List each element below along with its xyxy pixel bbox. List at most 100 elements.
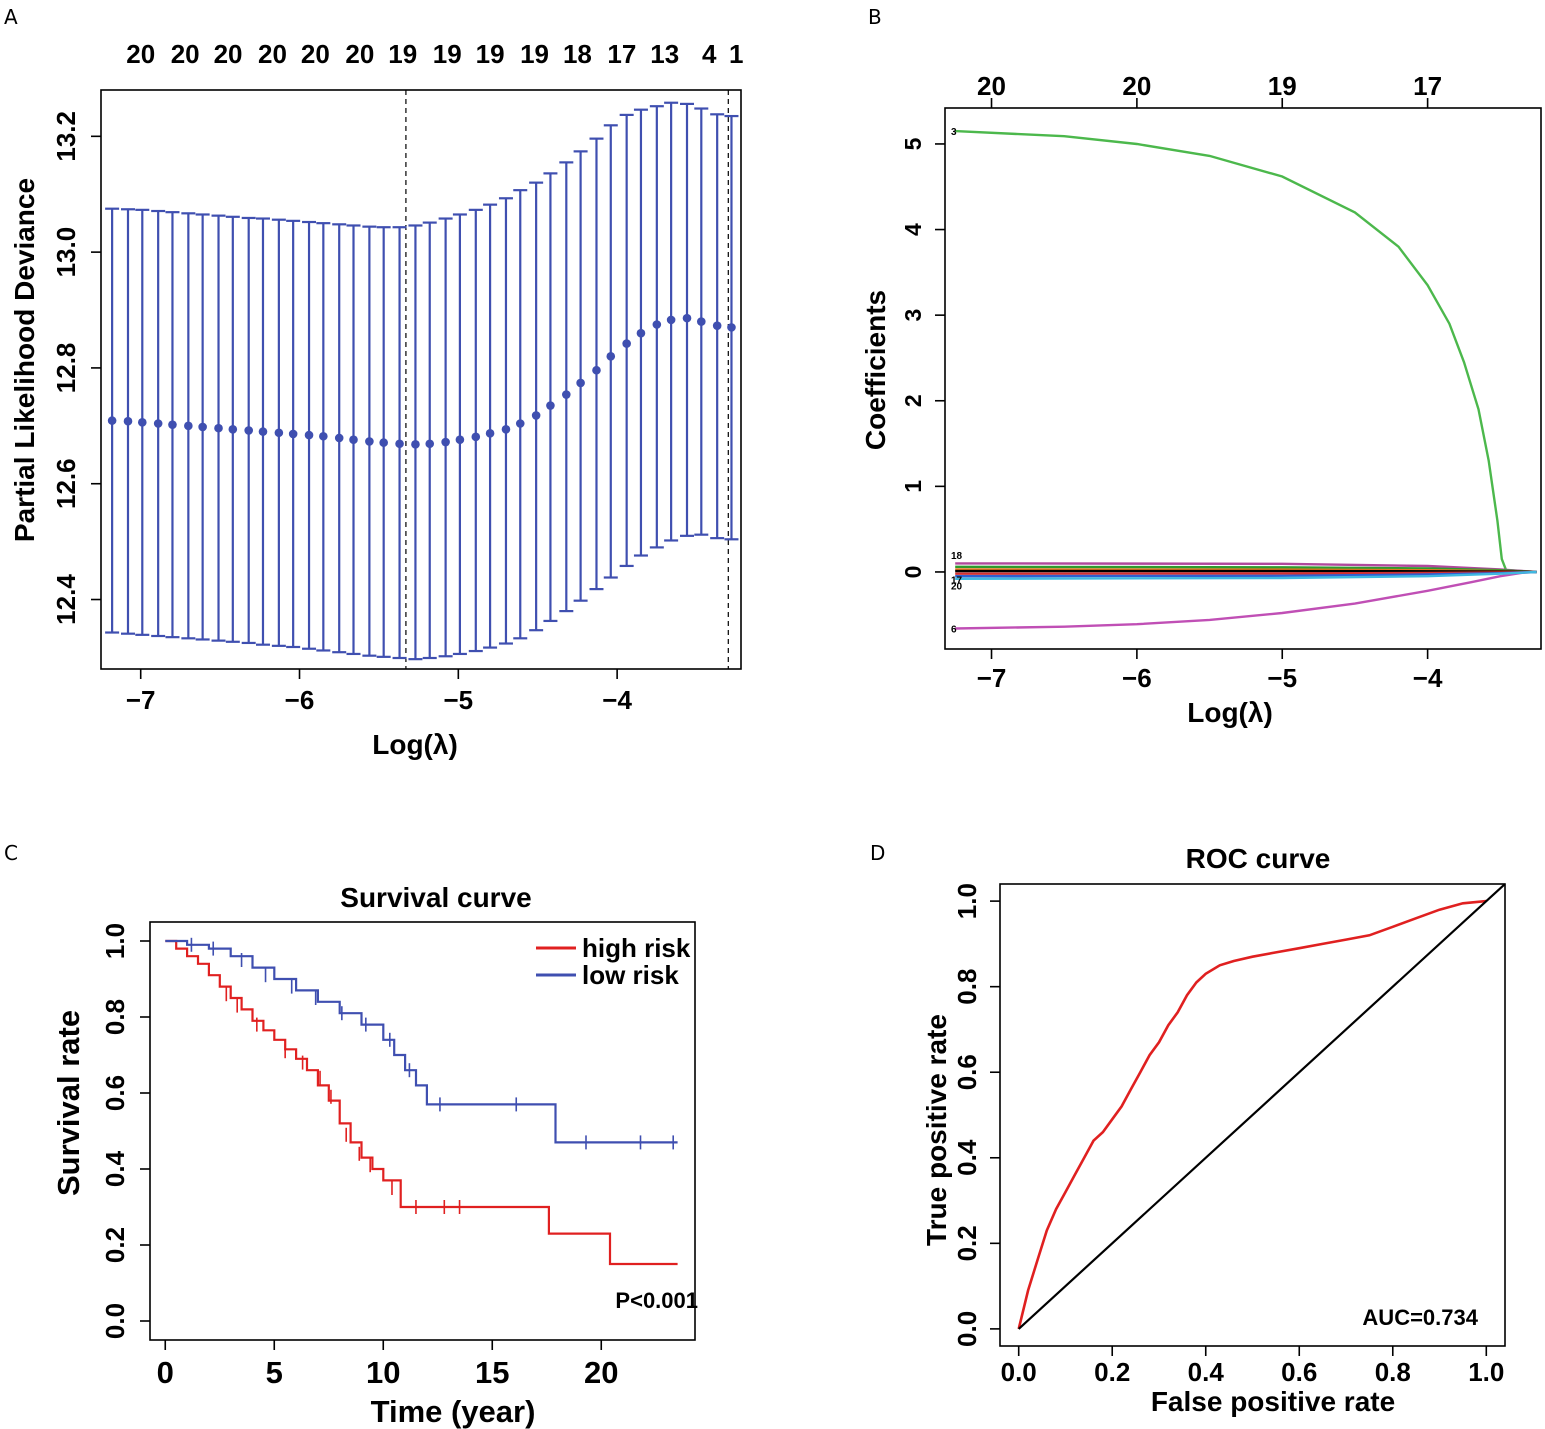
legend-low-risk: low risk [582, 960, 679, 990]
panel-c-ytick-label-1: 0.2 [100, 1227, 130, 1263]
panel-b-line-label-4: 6 [951, 624, 957, 635]
panel-d-ylabel: True positive rate [921, 1014, 952, 1246]
panel-a-point-22 [441, 437, 450, 447]
panel-a-top-label-7: 19 [433, 39, 462, 69]
panel-a-ytick-label-1: 12.6 [51, 458, 81, 509]
panel-b-ytick-label-2: 2 [900, 394, 926, 407]
panel-a-point-38 [682, 313, 692, 323]
panel-label-c: C [4, 841, 18, 865]
panel-a-point-1 [123, 416, 133, 426]
panel-a-point-25 [485, 429, 495, 438]
panel-c-plot-box [149, 921, 696, 1341]
panel-c-pvalue: P<0.001 [615, 1288, 698, 1313]
panel-a-point-17 [365, 437, 374, 446]
panel-a-point-7 [214, 423, 223, 433]
panel-a-point-33 [606, 352, 616, 361]
panel-a-xtick-label-1: −6 [285, 685, 315, 715]
panel-a-point-4 [168, 420, 177, 429]
panel-a-top-label-8: 19 [476, 39, 505, 69]
panel-a-top-label-1: 20 [171, 39, 200, 69]
panel-b-ytick-label-1: 1 [900, 480, 926, 493]
panel-b-ytick-label-3: 3 [900, 309, 926, 322]
panel-c-curve-high-risk [165, 939, 678, 1266]
panel-a-point-3 [153, 419, 163, 428]
panel-a-cv-deviance: Log(λ) Partial Likelihood Deviance −7 −6 −… [9, 39, 743, 760]
panel-a-top-label-4: 20 [301, 39, 330, 69]
panel-d-plot-box [999, 883, 1506, 1347]
panel-c-ytick-label-3: 0.6 [100, 1075, 130, 1111]
panel-a-point-23 [455, 435, 465, 445]
panel-d-line-roc [1017, 899, 1487, 1330]
panel-a-point-24 [471, 432, 481, 442]
panel-a-point-15 [334, 433, 344, 443]
panel-c-ytick-label-4: 0.8 [100, 999, 130, 1035]
panel-d-roc: ROC curve False positive rate True posit… [921, 843, 1506, 1417]
panel-a-top-label-6: 19 [388, 39, 417, 69]
panel-a-top-label-10: 18 [563, 39, 592, 69]
panel-d-xtick-label-5: 1.0 [1468, 1357, 1504, 1387]
panel-b-plot-box [944, 107, 1542, 650]
panel-b-top-label-0: 20 [977, 71, 1006, 101]
panel-d-ytick-label-5: 1.0 [952, 883, 982, 919]
panel-a-top-label-12: 13 [650, 39, 679, 69]
panel-c-survival: Survival curve Time (year) Survival rate… [51, 882, 698, 1429]
panel-a-point-9 [244, 426, 253, 435]
panel-a-point-30 [562, 390, 571, 399]
panel-label-b: B [868, 5, 882, 29]
panel-d-xlabel: False positive rate [1151, 1386, 1395, 1417]
panel-a-plot-box [100, 89, 742, 670]
panel-a-point-5 [184, 421, 193, 431]
panel-c-ytick-label-2: 0.4 [100, 1150, 130, 1187]
panel-a-ytick-label-3: 13.0 [51, 227, 81, 278]
panel-a-point-28 [531, 411, 541, 420]
panel-d-line-diagonal [1017, 883, 1506, 1330]
panel-b-ytick-label-4: 4 [900, 223, 926, 236]
panel-a-point-31 [576, 378, 585, 388]
panel-a-point-20 [411, 440, 420, 449]
panel-a-point-18 [379, 438, 388, 447]
panel-d-ytick-label-0: 0.0 [952, 1311, 982, 1347]
panel-a-point-39 [696, 317, 706, 326]
panel-c-xtick-label-2: 10 [366, 1355, 400, 1390]
panel-c-xtick-label-3: 15 [475, 1355, 509, 1390]
panel-a-point-11 [274, 428, 284, 438]
panel-b-path-3 [955, 129, 1537, 574]
panel-a-point-8 [228, 424, 238, 434]
panel-a-ylabel: Partial Likelihood Deviance [9, 178, 40, 542]
panel-a-point-6 [198, 422, 207, 432]
panel-a-xlabel: Log(λ) [372, 729, 458, 760]
panel-b-line-label-0: 3 [951, 127, 957, 138]
panel-a-point-14 [319, 431, 328, 441]
panel-c-ytick-label-0: 0.0 [100, 1303, 130, 1339]
panel-a-point-40 [712, 321, 722, 330]
panel-b-xtick-label-3: −4 [1413, 663, 1443, 693]
panel-c-title: Survival curve [340, 882, 531, 913]
panel-c-curve-low-risk [165, 939, 678, 1144]
panel-a-xtick-label-2: −5 [443, 685, 473, 715]
panel-label-d: D [870, 841, 885, 865]
panel-a-point-10 [258, 427, 268, 436]
panel-b-top-label-2: 19 [1268, 71, 1297, 101]
panel-a-point-26 [501, 424, 511, 434]
panel-d-xtick-label-4: 0.8 [1375, 1357, 1411, 1387]
panel-b-ytick-label-5: 5 [900, 137, 926, 150]
panel-a-xtick-label-0: −7 [126, 685, 156, 715]
panel-a-point-12 [288, 429, 298, 439]
panel-a-point-29 [546, 401, 555, 410]
panel-b-path-6 [955, 570, 1537, 630]
panel-b-top-label-3: 17 [1413, 71, 1442, 101]
panel-a-top-label-3: 20 [258, 39, 287, 69]
panel-d-xtick-label-0: 0.0 [1001, 1357, 1037, 1387]
panel-a-point-27 [515, 419, 525, 428]
panel-b-xtick-label-2: −5 [1267, 663, 1297, 693]
panel-c-ytick-label-5: 1.0 [100, 923, 130, 959]
panel-d-xtick-label-3: 0.6 [1281, 1357, 1317, 1387]
panel-b-xtick-label-1: −6 [1122, 663, 1152, 693]
panel-a-point-34 [622, 339, 631, 348]
panel-a-point-36 [652, 320, 662, 329]
panel-b-ytick-label-0: 0 [900, 566, 926, 579]
panel-d-ytick-label-1: 0.2 [952, 1225, 982, 1261]
panel-c-xtick-label-0: 0 [157, 1355, 174, 1390]
panel-a-point-35 [636, 328, 646, 338]
